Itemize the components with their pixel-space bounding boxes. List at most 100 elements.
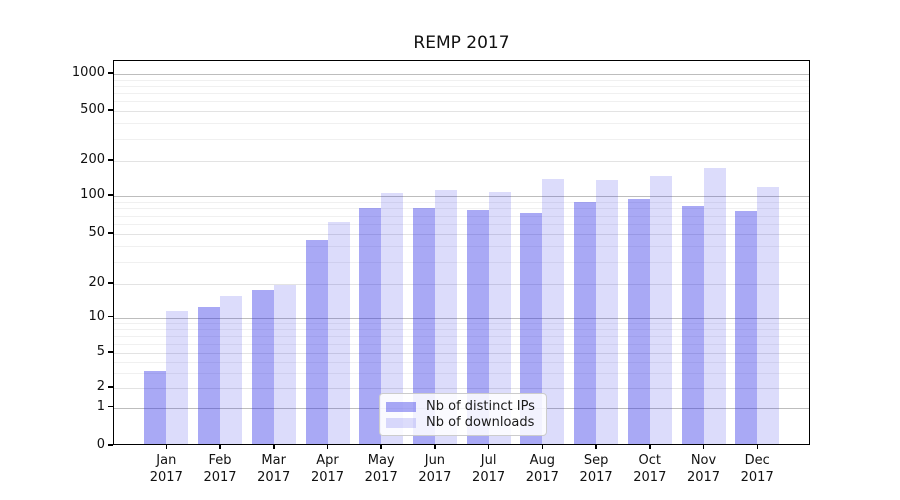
x-tick-label-feb: Feb 2017 [203,453,237,485]
y-tick-label-1: 1 [96,398,105,414]
y-tick-mark-500 [108,109,113,111]
bar-ips-mar [251,289,274,444]
x-tick-mark-nov [702,444,705,449]
gridline-80 [114,208,809,210]
gridlines-layer [114,61,809,444]
gridline-3 [114,372,809,374]
bar-downloads-jan [166,311,189,444]
bar-downloads-aug [542,179,565,444]
legend-swatch-downloads [386,417,416,428]
bar-ips-feb [198,306,220,444]
plot-area [113,60,810,445]
gridline-500 [114,111,809,112]
x-tick-label-nov: Nov 2017 [686,453,721,485]
bar-downloads-dec [757,187,780,444]
bar-downloads-sep [596,180,619,444]
bar-ips-jul [466,209,489,444]
gridline-6 [114,343,809,345]
y-tick-mark-200 [108,159,113,161]
legend-row-distinct-ips: Nb of distinct IPs [386,399,537,414]
bar-downloads-oct [649,175,672,444]
x-tick-mark-jan [165,444,168,449]
bar-downloads-apr [327,222,350,444]
y-tick-label-5: 5 [96,344,105,359]
x-tick-mark-apr [326,444,329,449]
x-tick-mark-oct [649,444,651,449]
gridline-100 [114,196,809,197]
bar-ips-sep [574,201,597,444]
y-tick-mark-1000 [108,72,113,74]
gridline-900 [114,79,809,81]
legend-label-downloads: Nb of downloads [426,415,535,430]
bar-downloads-nov [703,168,726,444]
y-tick-mark-100 [108,194,113,196]
gridline-800 [114,85,809,87]
gridline-1000 [114,74,809,75]
chart-title: REMP 2017 [413,33,510,53]
legend-row-downloads: Nb of downloads [386,415,537,430]
bar-downloads-feb [220,296,242,444]
y-tick-label-0: 0 [96,437,105,452]
x-tick-label-jun: Jun 2017 [418,453,452,485]
y-tick-mark-2 [108,386,113,388]
bar-downloads-may [381,193,404,444]
gridline-40 [114,246,809,248]
y-tick-mark-5 [108,351,113,353]
gridline-7 [114,335,809,337]
y-tick-mark-1 [108,405,113,408]
x-tick-mark-feb [219,444,221,449]
gridline-10 [114,317,809,319]
y-tick-label-500: 500 [80,102,105,117]
bar-downloads-jul [488,192,511,444]
x-tick-label-sep: Sep 2017 [579,453,613,485]
x-tick-label-may: May 2017 [364,453,398,485]
x-tick-mark-dec [756,444,758,449]
legend-label-distinct-ips: Nb of distinct IPs [426,399,535,414]
gridline-30 [114,261,809,263]
y-tick-label-50: 50 [88,225,105,240]
y-tick-mark-0 [108,444,113,446]
gridline-90 [114,201,809,203]
bar-ips-jan [144,370,167,444]
y-tick-mark-50 [108,232,113,234]
bar-ips-dec [735,211,758,444]
gridline-20 [114,284,809,285]
x-tick-label-jan: Jan 2017 [149,453,183,485]
bar-ips-oct [627,198,650,444]
bar-downloads-mar [273,284,296,444]
x-tick-mark-sep [595,444,597,449]
bar-ips-may [359,207,382,444]
y-tick-label-200: 200 [80,152,105,167]
gridline-300 [114,138,809,140]
legend-swatch-distinct-ips [386,401,416,412]
gridline-8 [114,329,809,331]
x-tick-mark-may [380,444,382,449]
bars-layer [114,61,809,444]
gridline-200 [114,161,809,162]
gridline-70 [114,215,809,217]
gridline-60 [114,224,809,225]
gridline-5 [114,353,809,354]
bar-downloads-jun [434,190,457,444]
x-tick-mark-aug [541,444,544,449]
y-tick-label-10: 10 [88,308,105,324]
x-tick-label-apr: Apr 2017 [310,453,345,485]
y-tick-mark-20 [108,282,113,284]
bar-ips-apr [305,240,328,444]
bar-ips-nov [681,206,704,444]
gridline-50 [114,234,809,235]
gridline-600 [114,101,809,103]
gridline-4 [114,361,809,363]
legend: Nb of distinct IPs Nb of downloads [379,393,547,436]
gridline-9 [114,323,809,325]
x-tick-mark-jul [487,444,490,449]
y-tick-mark-10 [108,315,113,318]
x-tick-label-mar: Mar 2017 [257,453,291,485]
x-tick-label-aug: Aug 2017 [525,453,559,485]
x-tick-label-dec: Dec 2017 [740,453,774,485]
gridline-700 [114,93,809,94]
gridline-400 [114,123,809,125]
y-tick-label-2: 2 [96,379,105,394]
x-tick-mark-mar [273,444,275,449]
